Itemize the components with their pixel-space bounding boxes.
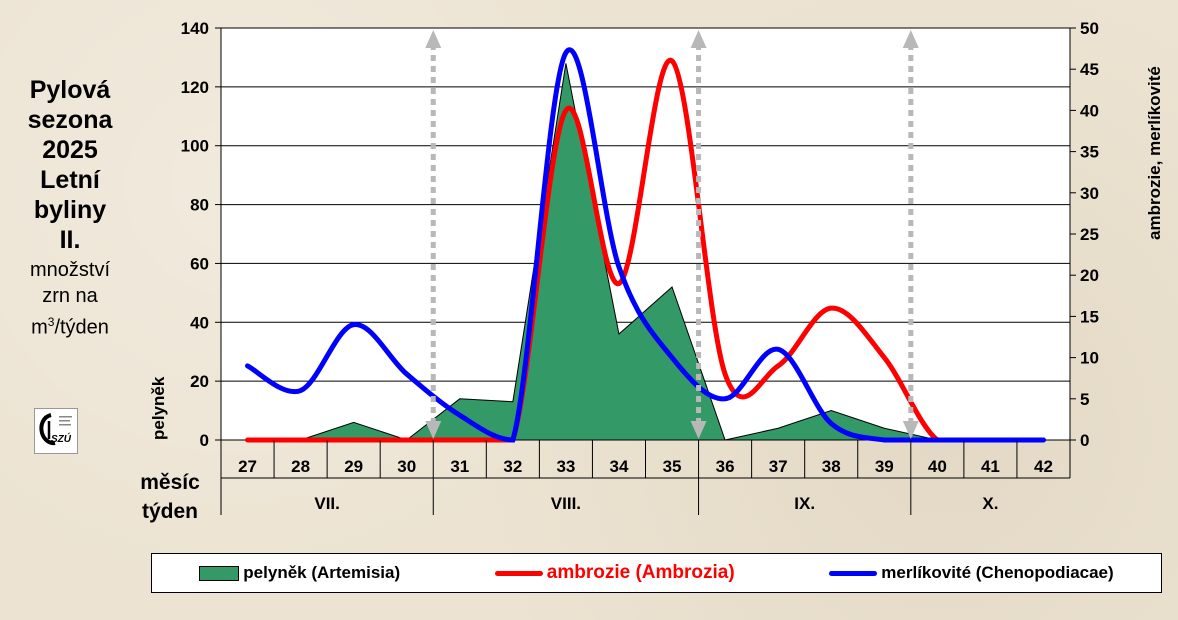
- legend-item-artemisia: pelyněk (Artemisia): [199, 563, 400, 583]
- y-right-tick-label: 50: [1080, 19, 1099, 38]
- ambrosia-line: [245, 58, 1046, 443]
- logo-text: SZÚ: [51, 432, 72, 445]
- month-marker-arrow-down: [902, 421, 919, 439]
- y-left-tick-label: 140: [181, 19, 209, 38]
- y-left-tick-label: 120: [181, 78, 209, 97]
- month-label: IX.: [794, 494, 815, 513]
- week-label: 33: [556, 457, 575, 476]
- y-right-tick-label: 25: [1080, 225, 1099, 244]
- chart-legend: pelyněk (Artemisia) ambrozie (Ambrozia) …: [151, 553, 1162, 593]
- unit-line: množství: [29, 259, 111, 281]
- szu-logo-icon: SZÚ: [39, 413, 72, 446]
- y-right-tick-label: 30: [1080, 184, 1099, 203]
- month-label: VIII.: [551, 494, 581, 513]
- y-right-tick-label: 20: [1080, 266, 1099, 285]
- unit-description: množství zrn na m3/týden: [0, 257, 140, 341]
- chenopodiaceae-line: [245, 47, 1046, 443]
- month-marker-arrow-up: [425, 30, 442, 48]
- row-label-week: týden: [142, 500, 198, 523]
- week-label: 35: [663, 457, 682, 476]
- week-label: 36: [716, 457, 735, 476]
- month-marker-arrow-up: [690, 30, 707, 48]
- szu-logo: SZÚ: [34, 408, 78, 454]
- y-right-tick-label: 45: [1080, 60, 1099, 79]
- season-title: Pylová sezona 2025 Letní byliny II.: [0, 75, 140, 255]
- title-line: Pylová: [29, 76, 111, 104]
- y-left-tick-label: 20: [190, 372, 209, 391]
- unit-rest: /týden: [54, 316, 109, 339]
- legend-swatch-chenopodiaceae: [829, 570, 878, 576]
- legend-item-ambrosia: ambrozie (Ambrozia): [494, 562, 735, 584]
- row-label-month: měsíc: [140, 471, 200, 494]
- y-right-tick-label: 5: [1080, 390, 1089, 409]
- side-panel: Pylová sezona 2025 Letní byliny II. množ…: [0, 75, 140, 341]
- legend-swatch-ambrosia: [494, 570, 543, 576]
- unit-line: zrn na: [42, 285, 98, 307]
- unit-sup: 3: [47, 315, 55, 329]
- title-line: byliny: [33, 196, 107, 224]
- y-right-tick-label: 35: [1080, 143, 1099, 162]
- y-right-tick-label: 15: [1080, 307, 1099, 326]
- y-left-axis-label: pelyněk: [149, 376, 168, 440]
- legend-item-chenopodiaceae: merlíkovité (Chenopodiacae): [829, 563, 1114, 583]
- title-line: sezona: [27, 106, 113, 134]
- month-label: VII.: [314, 494, 340, 513]
- week-label: 34: [610, 457, 629, 476]
- y-left-tick-label: 40: [190, 313, 209, 332]
- week-label: 30: [397, 457, 416, 476]
- week-label: 39: [875, 457, 894, 476]
- month-marker-arrow-up: [902, 30, 919, 48]
- y-left-tick-label: 100: [181, 137, 209, 156]
- month-marker-arrow-down: [425, 421, 442, 439]
- month-label: X.: [982, 494, 998, 513]
- legend-label-artemisia: pelyněk (Artemisia): [243, 563, 401, 582]
- month-marker-arrow-down: [690, 421, 707, 439]
- week-label: 29: [344, 457, 363, 476]
- unit-line-3: m3/týden: [0, 309, 140, 341]
- title-line: 2025: [42, 136, 98, 164]
- week-label: 31: [450, 457, 469, 476]
- y-left-tick-label: 60: [190, 254, 209, 273]
- legend-swatch-artemisia: [199, 565, 240, 581]
- y-right-axis-label: ambrozie, merlíkovité: [1145, 66, 1164, 240]
- week-label: 28: [291, 457, 310, 476]
- week-label: 42: [1034, 457, 1053, 476]
- week-label: 27: [238, 457, 257, 476]
- week-label: 32: [503, 457, 522, 476]
- unit-m: m: [31, 316, 48, 339]
- y-right-tick-label: 40: [1080, 101, 1099, 120]
- pollen-chart: 0 20 40 60 80 100 120 140 0 5 10 15 20 25 30 35 40 45 50 pe…: [140, 19, 1164, 523]
- week-label: 38: [822, 457, 841, 476]
- y-right-tick-label: 0: [1080, 431, 1089, 450]
- title-line: Letní: [40, 166, 100, 194]
- week-label: 40: [928, 457, 947, 476]
- week-label: 41: [981, 457, 1000, 476]
- legend-label-ambrosia: ambrozie (Ambrozia): [546, 562, 735, 583]
- week-label: 37: [769, 457, 788, 476]
- y-right-tick-label: 10: [1080, 349, 1099, 368]
- legend-label-chenopodiaceae: merlíkovité (Chenopodiacae): [881, 563, 1114, 582]
- title-line: II.: [59, 226, 81, 254]
- y-left-tick-label: 0: [200, 431, 209, 450]
- y-left-tick-label: 80: [190, 196, 209, 215]
